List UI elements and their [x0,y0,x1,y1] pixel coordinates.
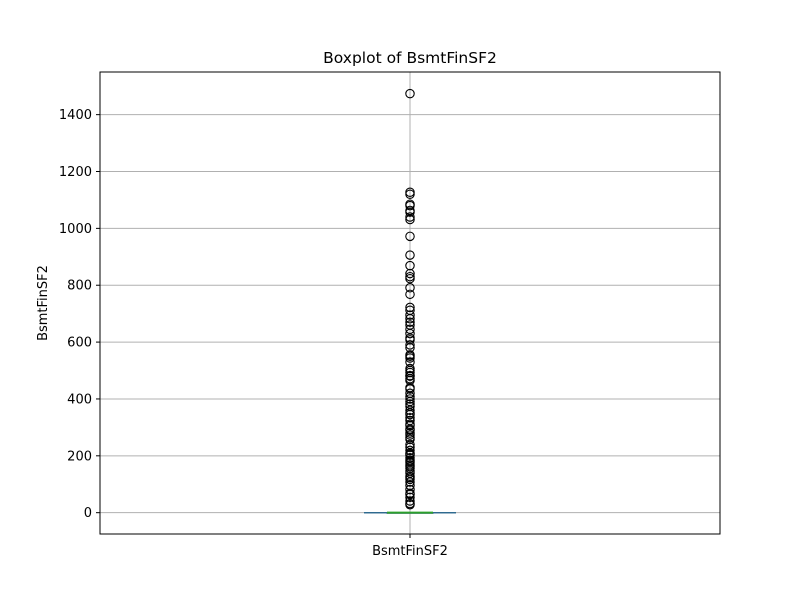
outlier-point [405,212,415,222]
outlier-point [405,283,415,293]
outlier-point [405,394,415,404]
y-tick-label: 0 [84,506,92,521]
tick-layer: 0 200 400 600 800 1000 1200 1400 BsmtFinSF2 [59,108,448,559]
outlier-point [405,405,415,416]
outlier-point [405,250,415,260]
outlier-point [405,371,415,381]
outlier-point [405,445,415,456]
outlier-point [405,353,415,363]
outlier-point [405,273,415,284]
box-layer [364,511,456,514]
outlier-point [405,207,415,217]
outlier-layer [405,88,415,510]
y-tick-label: 1400 [59,108,92,123]
outlier-point [405,214,415,225]
outlier-point [405,314,415,324]
y-tick-label: 1200 [59,165,92,180]
outlier-point [405,484,415,495]
outlier-point [405,450,415,460]
outlier-point [405,317,415,327]
outlier-point [405,268,415,279]
outlier-point [405,499,415,510]
outlier-point [405,420,415,431]
outlier-point [405,231,415,242]
y-tick-label: 600 [67,336,92,351]
outlier-point [405,425,415,435]
x-tick-label: BsmtFinSF2 [372,544,448,559]
outlier-point [405,477,415,487]
outlier-point [405,384,415,394]
outlier-point [405,200,415,211]
outlier-point [405,289,415,300]
y-tick-label: 400 [67,392,92,407]
outlier-point [405,492,415,503]
outlier-point [405,302,415,313]
y-tick-label: 800 [67,279,92,294]
outlier-point [405,310,415,320]
y-tick-label: 1000 [59,222,92,237]
outlier-point [405,189,415,200]
outlier-point [405,489,415,500]
outlier-point [405,496,415,506]
outlier-point [405,88,415,99]
y-tick-label: 200 [67,449,92,464]
y-axis-label: BsmtFinSF2 [36,265,51,341]
outlier-point [405,328,415,339]
outlier-point [405,340,415,350]
outlier-point [405,430,415,440]
chart-title: Boxplot of BsmtFinSF2 [323,49,497,67]
outlier-point [405,474,415,485]
outlier-point [405,409,415,420]
outlier-point [405,391,415,402]
